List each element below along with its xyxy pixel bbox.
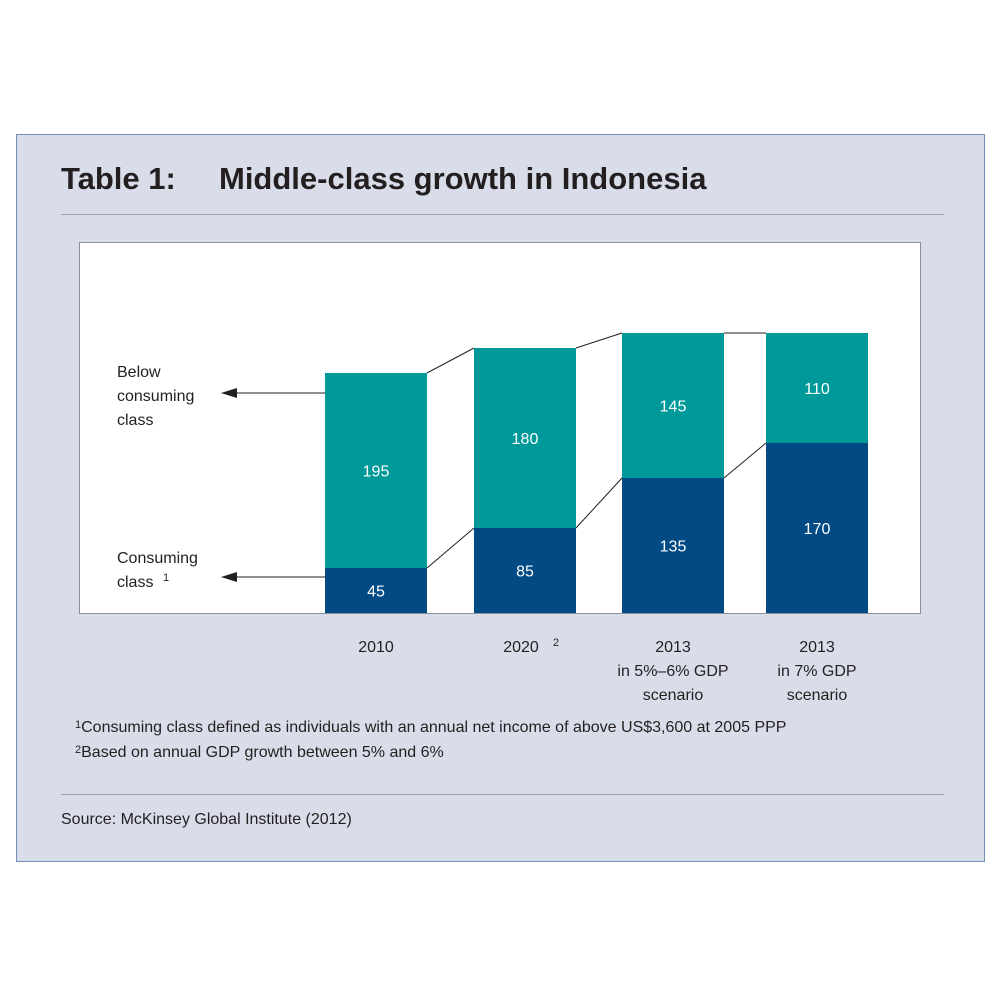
category-label-2-line-1: 2020: [503, 639, 539, 656]
value-label-consuming-1: 45: [367, 584, 385, 601]
bar-below-consuming-3: [622, 333, 724, 478]
value-label-below-consuming-4: 110: [804, 381, 830, 398]
connector-mid-1: [426, 527, 475, 569]
value-label-consuming-2: 85: [516, 564, 534, 581]
legend-below-line-1: Below: [117, 364, 161, 381]
title-text: Middle-class growth in Indonesia: [219, 161, 707, 196]
footnote-1: 1Consuming class defined as individuals …: [75, 715, 786, 740]
bar-consuming-2: [474, 528, 576, 613]
connector-top-2: [575, 332, 623, 349]
title-divider: [61, 214, 944, 215]
category-label-4-line-3: scenario: [787, 687, 848, 704]
bar-consuming-1: [325, 568, 427, 613]
connector-top-1: [426, 347, 475, 374]
footnote-2: 2Based on annual GDP growth between 5% a…: [75, 740, 786, 765]
category-label-3-line-2: in 5%–6% GDP: [617, 663, 728, 680]
legend-below-line-3: class: [117, 412, 153, 429]
chart-panel: Table 1: Middle-class growth in Indonesia…: [16, 134, 985, 862]
value-label-below-consuming-1: 195: [363, 464, 390, 481]
category-label-1-line-1: 2010: [358, 639, 394, 656]
connector-mid-3: [723, 442, 767, 479]
legend-consuming-arrow-head: [221, 572, 237, 582]
footnote-1-mark: 1: [75, 719, 82, 731]
category-label-4-line-2: in 7% GDP: [777, 663, 856, 680]
footnote-1-text: Consuming class defined as individuals w…: [81, 719, 787, 736]
footnote-2-mark: 2: [75, 744, 82, 756]
page-title: Table 1: Middle-class growth in Indonesia: [61, 161, 706, 197]
value-label-below-consuming-2: 180: [512, 431, 539, 448]
value-label-below-consuming-3: 145: [660, 399, 687, 416]
bar-consuming-4: [766, 443, 868, 613]
bar-below-consuming-1: [325, 373, 427, 568]
category-label-3-line-1: 2013: [655, 639, 691, 656]
legend-consuming-line-1: Consuming: [117, 550, 198, 567]
bar-below-consuming-4: [766, 333, 868, 443]
legend-below-arrow-head: [221, 388, 237, 398]
legend-below-line-2: consuming: [117, 388, 194, 405]
legend-consuming-line-2: class: [117, 574, 153, 591]
category-label-4-line-1: 2013: [799, 639, 835, 656]
title-number: Table 1:: [61, 161, 176, 196]
value-label-consuming-3: 135: [660, 539, 687, 556]
category-label-3-line-3: scenario: [643, 687, 704, 704]
chart-svg: 195 45 2010 180 85 2020 2 145 135 2013 in 5%–6% GD…: [117, 332, 868, 704]
value-label-consuming-4: 170: [804, 521, 831, 538]
bar-below-consuming-2: [474, 348, 576, 528]
bar-consuming-3: [622, 478, 724, 613]
legend-consuming-superscript: 1: [163, 572, 169, 584]
source-text: Source: McKinsey Global Institute (2012): [61, 811, 352, 828]
connector-mid-2: [575, 477, 623, 529]
source-divider: [61, 794, 944, 795]
footnote-2-text: Based on annual GDP growth between 5% an…: [81, 744, 444, 761]
footnotes: 1Consuming class defined as individuals …: [75, 715, 786, 765]
category-superscript-2: 2: [553, 637, 559, 649]
